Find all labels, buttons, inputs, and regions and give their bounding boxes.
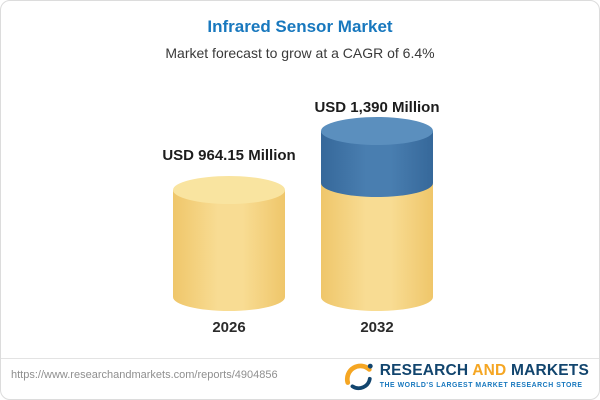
- x-label-2032: 2032: [360, 319, 394, 336]
- x-label-2026: 2026: [212, 319, 246, 336]
- chart-title: Infrared Sensor Market: [207, 17, 393, 36]
- chart-subtitle: Market forecast to grow at a CAGR of 6.4…: [165, 45, 435, 61]
- value-label-2026: USD 964.15 Million: [162, 147, 296, 164]
- logo-tagline: THE WORLD'S LARGEST MARKET RESEARCH STOR…: [379, 381, 583, 389]
- logo-word-markets: MARKETS: [510, 362, 589, 380]
- bar-2032-top-ellipse: [321, 117, 433, 145]
- logo-wordmark: RESEARCH AND MARKETS: [380, 363, 589, 379]
- bar-2026: [173, 176, 285, 311]
- bar-2032: [321, 117, 433, 311]
- logo-icon: [344, 363, 373, 391]
- source-url: https://www.researchandmarkets.com/repor…: [11, 369, 278, 381]
- logo-word-and: AND: [472, 362, 507, 380]
- bar-2026-top-ellipse: [173, 176, 285, 204]
- value-label-2032: USD 1,390 Million: [314, 99, 440, 116]
- research-and-markets-logo: RESEARCH AND MARKETS THE WORLD'S LARGEST…: [344, 361, 589, 391]
- bar-2026-body: [173, 190, 285, 311]
- logo-text: RESEARCH AND MARKETS THE WORLD'S LARGEST…: [379, 363, 589, 389]
- logo-word-research: RESEARCH: [379, 362, 469, 380]
- footer-divider: [1, 358, 599, 359]
